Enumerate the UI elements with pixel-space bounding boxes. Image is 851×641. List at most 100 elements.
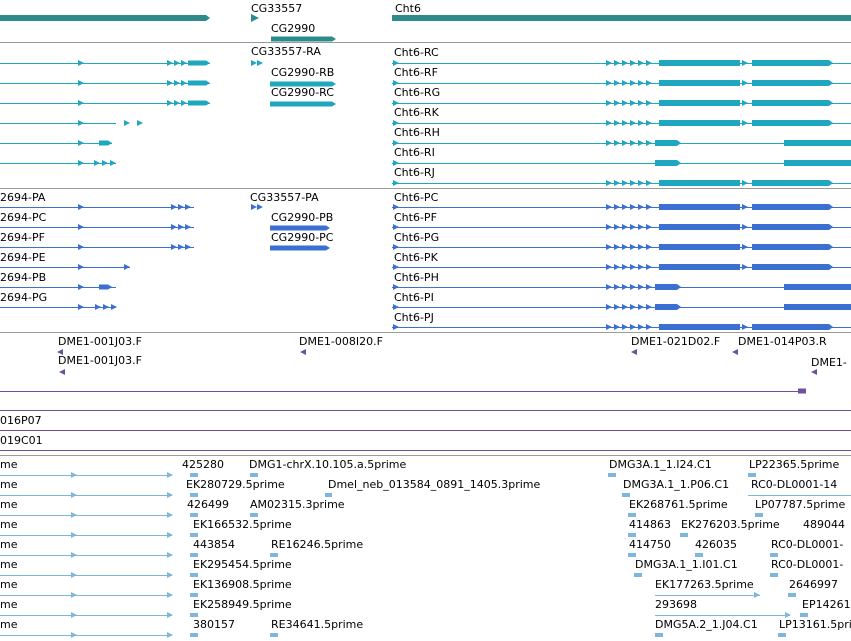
est-label: EK136908.5prime — [193, 578, 292, 591]
strand-arrow — [630, 304, 636, 310]
est-mark — [190, 533, 198, 537]
strand-arrow — [614, 80, 620, 86]
exon-block — [659, 120, 740, 126]
strand-arrow — [638, 284, 644, 290]
protein-label: Cht6-PJ — [394, 311, 434, 324]
exon-block — [659, 224, 740, 230]
track-divider — [0, 455, 851, 456]
est-label: 414863 — [629, 518, 671, 531]
strand-arrow — [630, 80, 636, 86]
strand-arrow — [181, 100, 187, 106]
strand-arrow — [646, 324, 652, 330]
strand-arrow — [103, 304, 109, 310]
est-mark — [190, 513, 198, 517]
strand-arrow — [171, 204, 177, 210]
strand-arrow — [78, 224, 84, 230]
est-mark — [250, 473, 258, 477]
exon-block — [188, 80, 206, 86]
transcript-label: CG2990-RC — [271, 86, 334, 99]
exon-block — [659, 264, 740, 270]
exon-block — [659, 244, 740, 250]
est-label: DMG5A.2_1.J04.C1 — [655, 618, 758, 631]
strand-arrow — [393, 160, 399, 166]
est-label: AM02315.3prime — [250, 498, 345, 511]
transcript-label: Cht6-RJ — [394, 166, 435, 179]
strand-arrow — [630, 284, 636, 290]
strand-arrow — [606, 284, 612, 290]
est-label: 414750 — [629, 538, 671, 551]
exon-arrow-tip — [677, 304, 681, 310]
est-mark — [628, 513, 636, 517]
transcript-label: Cht6-RC — [394, 46, 439, 59]
strand-arrow — [638, 204, 644, 210]
exon-arrow-tip — [206, 15, 210, 21]
exon-arrow-tip — [829, 324, 833, 330]
est-label: RC0-DL0001- — [771, 538, 844, 551]
exon-block — [655, 160, 677, 166]
exon-block — [659, 100, 740, 106]
strand-arrow — [606, 140, 612, 146]
bac-end-mark — [811, 369, 817, 375]
est-label: EK258949.5prime — [193, 598, 292, 611]
exon-block — [752, 60, 829, 66]
strand-arrow — [646, 100, 652, 106]
bac-end-mark — [798, 388, 806, 394]
strand-arrow — [630, 204, 636, 210]
est-arrow — [71, 592, 77, 598]
strand-arrow — [638, 120, 644, 126]
est-label: EK276203.5prime — [681, 518, 780, 531]
protein-label: CG33557-PA — [250, 191, 319, 204]
strand-arrow — [630, 264, 636, 270]
transcript-label: Cht6-RH — [394, 126, 440, 139]
strand-arrow — [393, 224, 399, 230]
exon-arrow-tip — [829, 60, 833, 66]
exon-block — [655, 140, 677, 146]
est-mark — [695, 553, 703, 557]
est-arrow — [71, 512, 77, 518]
gene-label: Cht6 — [395, 2, 421, 15]
protein-label: CG2990-PB — [271, 211, 334, 224]
est-arrow — [167, 572, 173, 578]
est-label: DMG3A.1_1.I24.C1 — [609, 458, 712, 471]
exon-block — [188, 60, 206, 66]
est-arrow — [754, 592, 760, 598]
exon-block — [659, 180, 740, 186]
est-mark — [628, 553, 636, 557]
strand-arrow — [393, 100, 399, 106]
exon-block — [784, 140, 851, 146]
strand-arrow — [606, 204, 612, 210]
exon-block — [784, 160, 851, 166]
exon-block — [752, 180, 829, 186]
track-divider — [0, 332, 851, 333]
strand-arrow — [606, 180, 612, 186]
est-label: Dmel_neb_013584_0891_1405.3prime — [328, 478, 541, 491]
strand-arrow — [78, 100, 84, 106]
exon-block — [659, 324, 740, 330]
strand-arrow — [78, 140, 84, 146]
protein-label: 2694-PE — [0, 251, 46, 264]
strand-arrow — [646, 80, 652, 86]
est-arrow — [167, 472, 173, 478]
transcript-label: Cht6-RG — [394, 86, 441, 99]
transcript-label: Cht6-RF — [394, 66, 438, 79]
strand-arrow — [742, 80, 748, 86]
exon-arrow-tip — [108, 284, 112, 290]
strand-arrow — [257, 60, 263, 66]
bac-end-label: DME1-001J03.F — [58, 335, 142, 348]
strand-arrow — [742, 204, 748, 210]
track-divider — [0, 188, 851, 189]
strand-arrow — [614, 140, 620, 146]
est-mark — [190, 473, 198, 477]
strand-arrow — [606, 80, 612, 86]
strand-arrow — [646, 120, 652, 126]
est-label: RE16246.5prime — [271, 538, 364, 551]
strand-arrow — [646, 60, 652, 66]
est-mark — [788, 593, 796, 597]
strand-arrow — [95, 304, 101, 310]
strand-arrow — [638, 304, 644, 310]
strand-arrow — [178, 204, 184, 210]
est-label: RC0-DL0001-14 — [751, 478, 838, 491]
strand-arrow — [110, 160, 116, 166]
est-label: 426499 — [187, 498, 229, 511]
bac-end-mark — [631, 349, 637, 355]
